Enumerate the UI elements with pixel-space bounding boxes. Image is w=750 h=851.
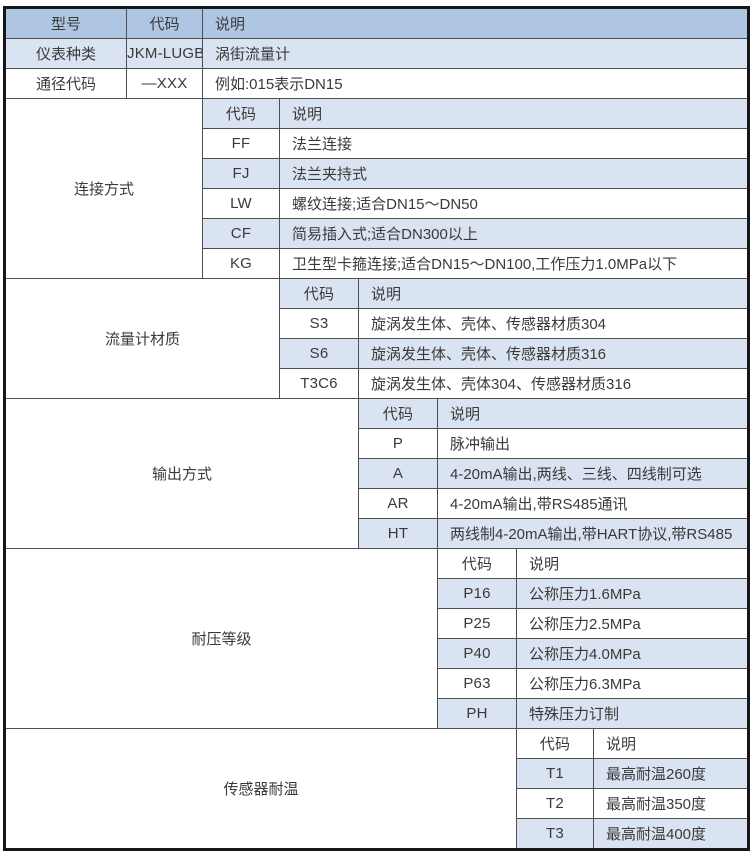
section-subheader-row: 连接方式 代码 说明	[4, 98, 750, 279]
table-row: P16 公称压力1.6MPa	[5, 578, 750, 609]
table-row: T3C6 旋涡发生体、壳体304、传感器材质316	[5, 368, 750, 399]
item-code: P63	[437, 668, 517, 699]
table-row: 仪表种类 JKM-LUGB 涡街流量计	[4, 38, 750, 69]
table-row: 通径代码 —XXX 例如:015表示DN15	[4, 68, 750, 99]
table-row: A 4-20mA输出,两线、三线、四线制可选	[5, 458, 750, 489]
item-code: A	[358, 458, 438, 489]
table-row: AR 4-20mA输出,带RS485通讯	[5, 488, 750, 519]
table-row: P 脉冲输出	[5, 428, 750, 459]
table-row: HT 两线制4-20mA输出,带HART协议,带RS485	[5, 518, 750, 549]
subheader-desc: 说明	[436, 398, 750, 429]
section-label: 传感器耐温	[4, 728, 517, 850]
item-desc: 4-20mA输出,两线、三线、四线制可选	[436, 458, 750, 489]
item-desc: 公称压力2.5MPa	[515, 608, 750, 639]
item-desc: 脉冲输出	[436, 428, 750, 459]
item-desc: 法兰夹持式	[278, 158, 750, 189]
table-row: T3 最高耐温400度	[5, 818, 750, 850]
item-desc: 卫生型卡箍连接;适合DN15～DN100,工作压力1.0MPa以下	[278, 248, 750, 279]
item-desc: 旋涡发生体、壳体、传感器材质316	[357, 338, 750, 369]
table-row: FF 法兰连接	[5, 128, 750, 159]
item-desc: 4-20mA输出,带RS485通讯	[436, 488, 750, 519]
item-code: KG	[202, 248, 280, 279]
table-row: PH 特殊压力订制	[5, 698, 750, 729]
table-row: FJ 法兰夹持式	[5, 158, 750, 189]
table-row: T1 最高耐温260度	[5, 758, 750, 789]
subheader-code: 代码	[516, 728, 594, 759]
item-code: T1	[516, 758, 594, 789]
subheader-desc: 说明	[592, 728, 750, 759]
subheader-code: 代码	[279, 278, 359, 309]
item-code: PH	[437, 698, 517, 729]
item-desc: 公称压力4.0MPa	[515, 638, 750, 669]
item-code: HT	[358, 518, 438, 549]
section-subheader-row: 流量计材质 代码 说明	[4, 278, 750, 399]
item-code: CF	[202, 218, 280, 249]
item-code: T3C6	[279, 368, 359, 399]
item-code: S3	[279, 308, 359, 339]
subheader-desc: 说明	[278, 98, 750, 129]
header-code: 代码	[126, 7, 203, 39]
item-desc: 最高耐温260度	[592, 758, 750, 789]
row-code: JKM-LUGB	[126, 38, 203, 69]
row-desc: 例如:015表示DN15	[201, 68, 750, 99]
section-label: 流量计材质	[4, 278, 280, 399]
item-desc: 公称压力1.6MPa	[515, 578, 750, 609]
item-code: S6	[279, 338, 359, 369]
item-desc: 最高耐温350度	[592, 788, 750, 819]
item-desc: 两线制4-20mA输出,带HART协议,带RS485	[436, 518, 750, 549]
section-subheader-row: 传感器耐温 代码 说明	[4, 728, 750, 850]
item-code: P	[358, 428, 438, 459]
item-code: FF	[202, 128, 280, 159]
table-row: LW 螺纹连接;适合DN15～DN50	[5, 188, 750, 219]
table-header-row: 型号 代码 说明	[4, 7, 750, 39]
header-model: 型号	[4, 7, 127, 39]
section-label: 耐压等级	[4, 548, 438, 729]
header-desc: 说明	[201, 7, 750, 39]
section-subheader-row: 耐压等级 代码 说明	[4, 548, 750, 729]
row-label: 通径代码	[4, 68, 127, 99]
item-code: T2	[516, 788, 594, 819]
item-code: FJ	[202, 158, 280, 189]
item-desc: 旋涡发生体、壳体、传感器材质304	[357, 308, 750, 339]
table-row: P63 公称压力6.3MPa	[5, 668, 750, 699]
item-code: LW	[202, 188, 280, 219]
row-code: —XXX	[126, 68, 203, 99]
item-desc: 螺纹连接;适合DN15～DN50	[278, 188, 750, 219]
subheader-code: 代码	[437, 548, 517, 579]
section-label: 输出方式	[4, 398, 359, 549]
item-desc: 最高耐温400度	[592, 818, 750, 850]
subheader-code: 代码	[202, 98, 280, 129]
item-desc: 简易插入式;适合DN300以上	[278, 218, 750, 249]
table-row: S6 旋涡发生体、壳体、传感器材质316	[5, 338, 750, 369]
model-selection-table: 型号 代码 说明 仪表种类 JKM-LUGB 涡街流量计 通径代码 —XXX 例…	[3, 6, 750, 851]
item-desc: 法兰连接	[278, 128, 750, 159]
table-row: CF 简易插入式;适合DN300以上	[5, 218, 750, 249]
table-row: KG 卫生型卡箍连接;适合DN15～DN100,工作压力1.0MPa以下	[5, 248, 750, 279]
section-label: 连接方式	[4, 98, 203, 279]
row-label: 仪表种类	[4, 38, 127, 69]
item-code: P16	[437, 578, 517, 609]
subheader-desc: 说明	[357, 278, 750, 309]
item-code: T3	[516, 818, 594, 850]
item-desc: 特殊压力订制	[515, 698, 750, 729]
subheader-desc: 说明	[515, 548, 750, 579]
table-row: P25 公称压力2.5MPa	[5, 608, 750, 639]
item-desc: 公称压力6.3MPa	[515, 668, 750, 699]
row-desc: 涡街流量计	[201, 38, 750, 69]
item-desc: 旋涡发生体、壳体304、传感器材质316	[357, 368, 750, 399]
table-row: T2 最高耐温350度	[5, 788, 750, 819]
item-code: P40	[437, 638, 517, 669]
section-subheader-row: 输出方式 代码 说明	[4, 398, 750, 549]
item-code: AR	[358, 488, 438, 519]
subheader-code: 代码	[358, 398, 438, 429]
item-code: P25	[437, 608, 517, 639]
